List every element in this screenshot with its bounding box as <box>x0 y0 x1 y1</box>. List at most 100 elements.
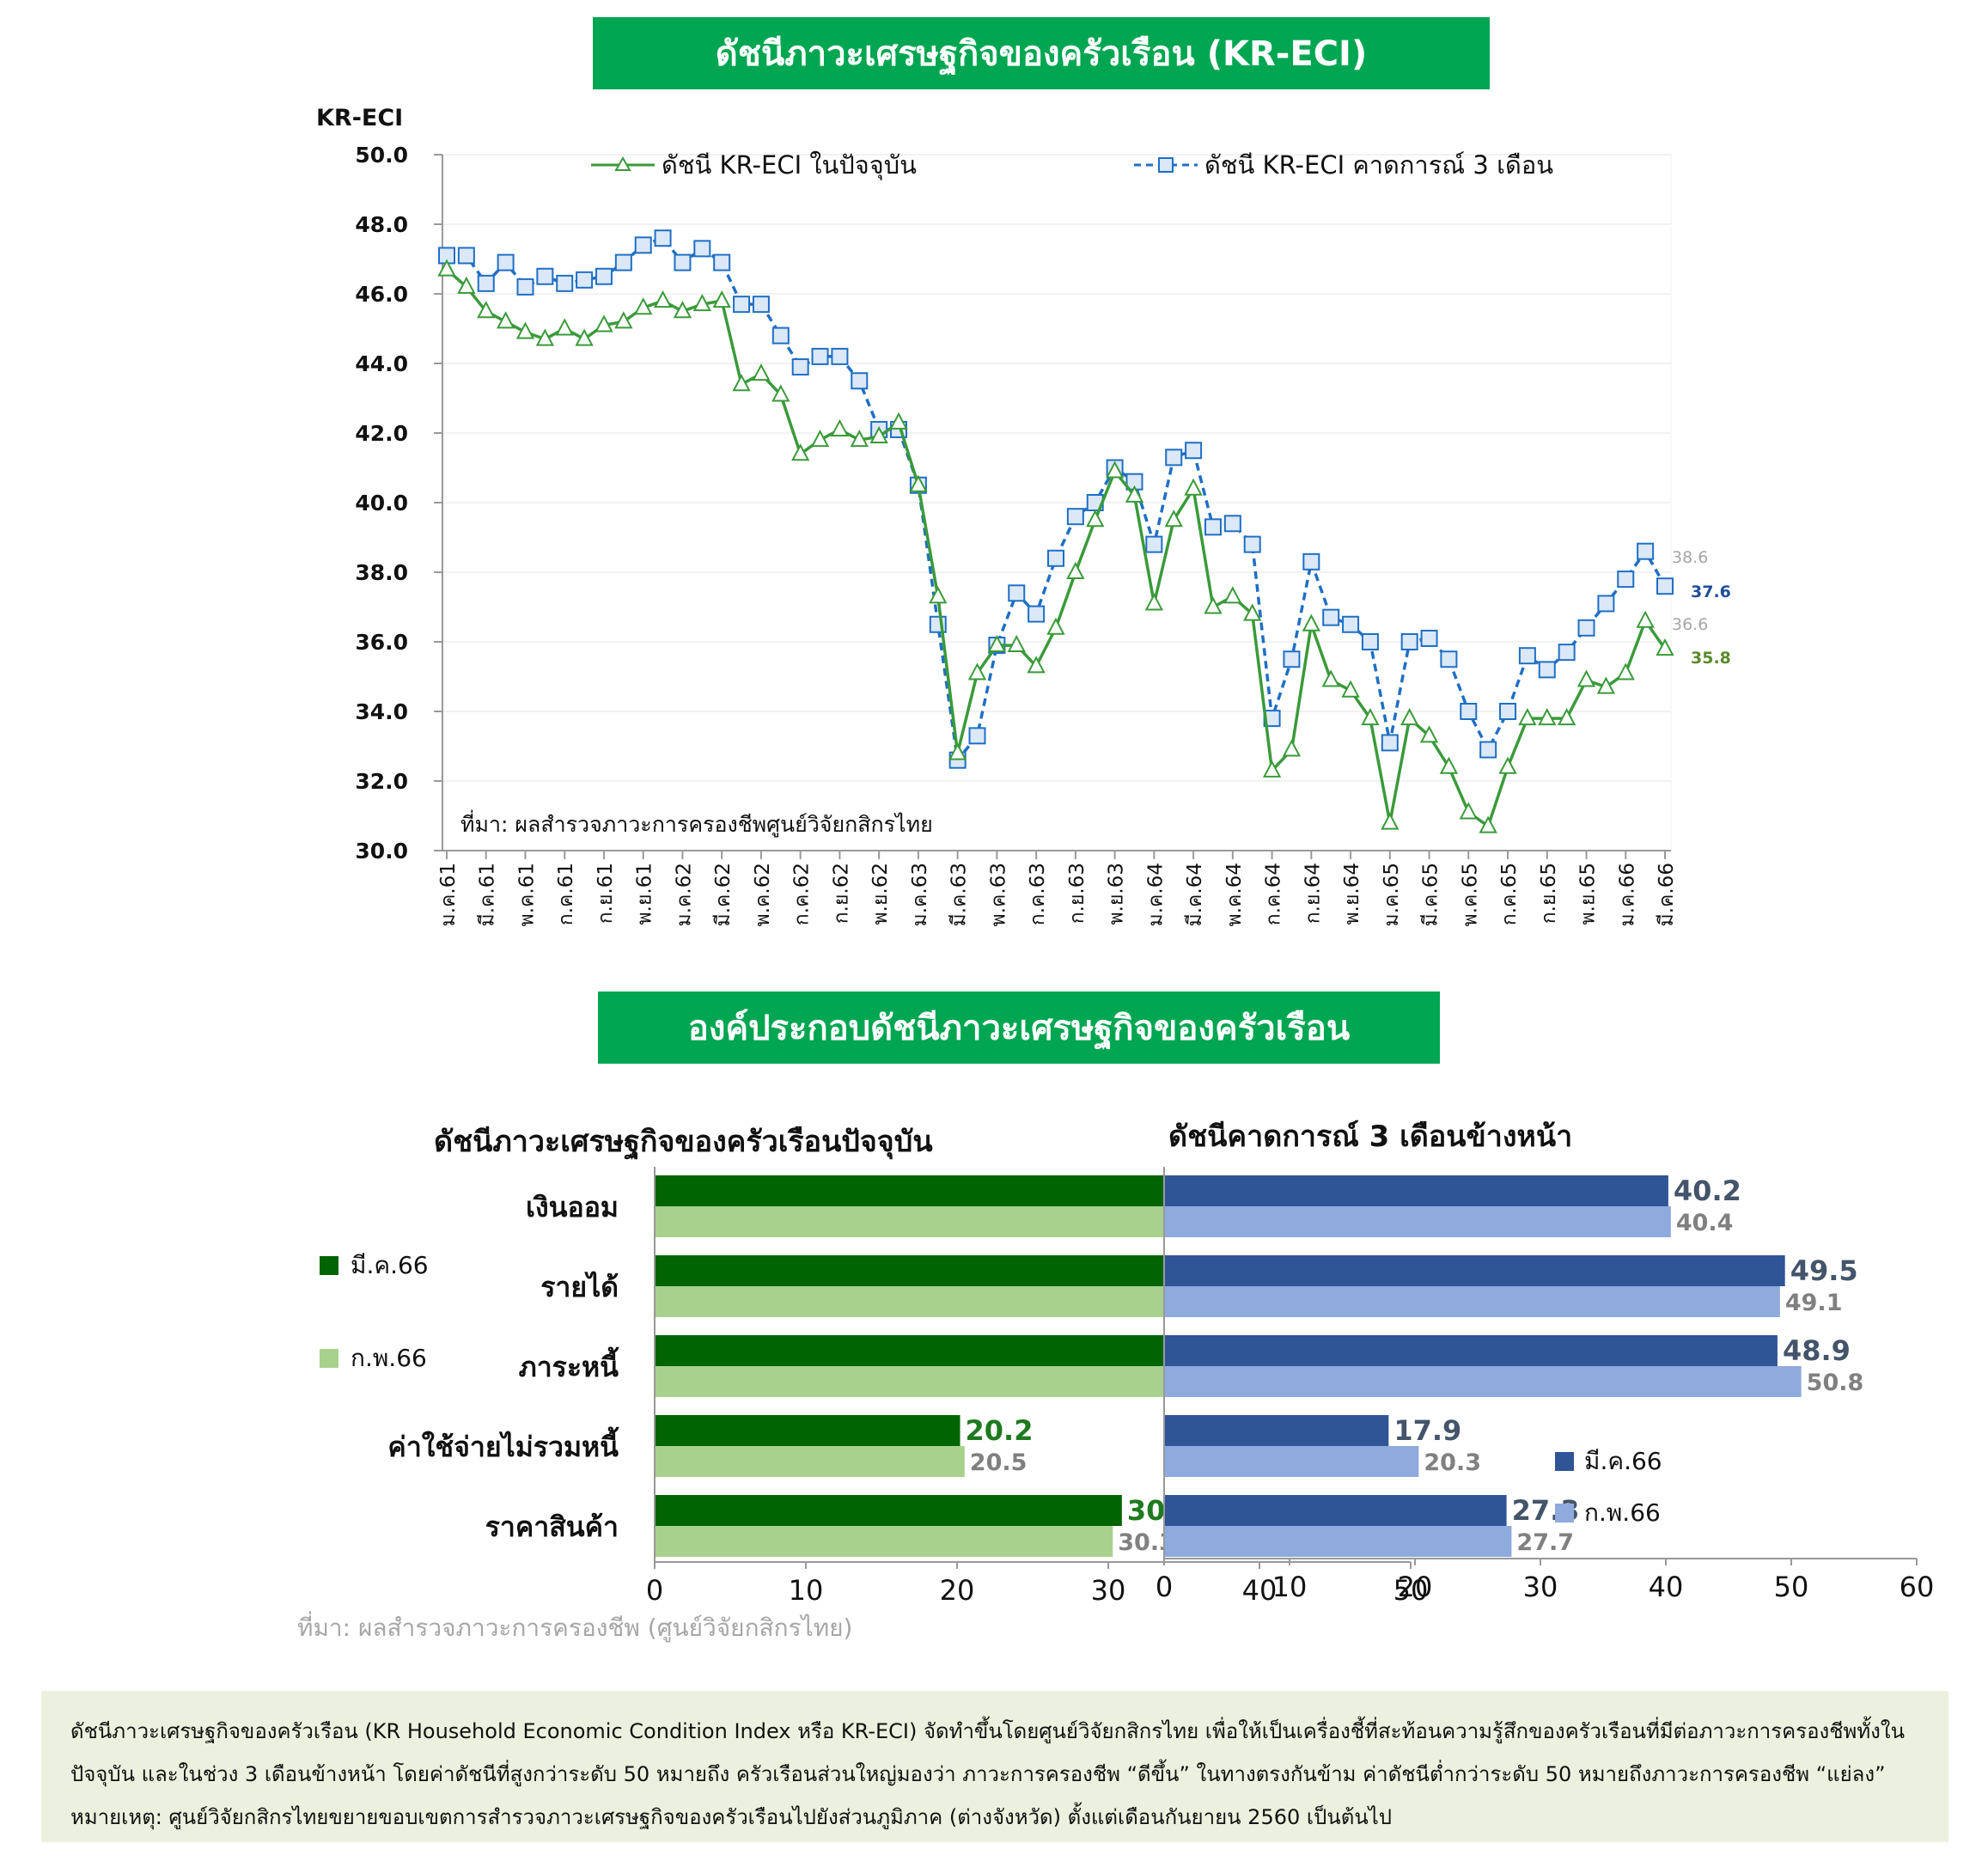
x-tick-label: มี.ค.61 <box>477 863 499 926</box>
current-point <box>791 443 810 461</box>
expect-point <box>1617 571 1635 589</box>
current-point <box>987 634 1007 653</box>
bar-feb66 <box>655 1446 965 1477</box>
expect-point <box>1518 647 1536 665</box>
x-tick-label: ม.ค.65 <box>1381 863 1403 926</box>
current-point <box>614 311 633 329</box>
bar-mar66 <box>1164 1175 1668 1206</box>
bar-value-label: 50.8 <box>1807 1370 1864 1396</box>
x-tick-label: มี.ค.66 <box>1656 863 1678 926</box>
footnote-line-3: หมายเหตุ: ศูนย์วิจัยกสิกรไทยขยายขอบเขตกา… <box>70 1805 1393 1829</box>
current-point <box>929 586 948 604</box>
bar-value-label: 27.7 <box>1516 1529 1574 1556</box>
current-point <box>732 374 751 392</box>
expect-point <box>614 253 632 272</box>
x-tick-label: มี.ค.64 <box>1184 863 1206 926</box>
line-chart: KR-ECI 50.0 48.0 46.0 44.0 42.0 40.0 38.0 36.0 3… <box>316 105 1731 926</box>
bar-tick-label: 20 <box>940 1574 975 1607</box>
x-tick-label: มี.ค.62 <box>712 863 735 926</box>
left-legend-swatch-feb <box>320 1349 338 1368</box>
bar-feb66 <box>1164 1446 1419 1477</box>
expect-point <box>1322 608 1340 626</box>
current-point <box>1439 756 1459 774</box>
x-tick-label: ก.ค.63 <box>1027 863 1049 925</box>
bar-mar66 <box>1164 1415 1389 1446</box>
expect-point <box>654 229 672 247</box>
current-point <box>909 474 928 492</box>
expect-point <box>1558 644 1576 662</box>
current-point <box>948 742 967 760</box>
expect-point <box>1637 542 1655 560</box>
expect-point <box>1185 442 1203 460</box>
bar-mar66 <box>655 1175 1192 1206</box>
expect-point <box>1047 549 1064 567</box>
current-point <box>1576 669 1596 687</box>
category-label: ราคาสินค้า <box>485 1510 619 1543</box>
bar-feb66 <box>655 1526 1113 1557</box>
current-point <box>634 297 653 315</box>
current-point <box>1479 815 1497 833</box>
expect-point <box>536 267 554 285</box>
expect-point <box>1460 703 1478 720</box>
bar-tick-label: 20 <box>1398 1571 1433 1603</box>
expect-point <box>851 372 869 390</box>
current-point <box>1086 510 1105 528</box>
expect-point <box>497 253 515 272</box>
current-point <box>1282 739 1302 757</box>
x-tick-label: ก.ย.64 <box>1302 863 1324 924</box>
current-point <box>1498 756 1517 774</box>
end-label-expect-last: 37.6 <box>1691 583 1731 601</box>
left-legend: มี.ค.66 ก.พ.66 <box>320 1251 429 1372</box>
x-tick-label: ม.ค.62 <box>673 863 695 926</box>
bar-value-label: 40.2 <box>1674 1175 1741 1207</box>
current-point <box>967 662 987 680</box>
bar-value-label: 20.2 <box>966 1414 1034 1447</box>
expect-point <box>1538 661 1556 679</box>
expect-point <box>968 727 986 745</box>
expect-point <box>1204 518 1222 536</box>
current-point <box>1557 707 1576 726</box>
bar-value-label: 49.1 <box>1785 1290 1843 1316</box>
expect-point <box>556 274 574 292</box>
current-point <box>830 418 850 436</box>
x-tick-label: พ.ค.65 <box>1459 863 1481 926</box>
current-point <box>752 363 771 381</box>
current-point <box>889 412 908 430</box>
y-tick-label: 46.0 <box>355 282 408 307</box>
current-point <box>515 321 535 339</box>
legend-expect: ดัชนี KR-ECI คาดการณ์ 3 เดือน <box>1204 150 1553 180</box>
x-tick-label: พ.ย.63 <box>1106 863 1128 925</box>
expect-point <box>1499 703 1517 720</box>
expect-point <box>831 347 849 365</box>
y-tick-label: 36.0 <box>355 630 408 655</box>
current-point <box>1223 586 1242 604</box>
current-point <box>692 294 711 312</box>
y-tick-label: 38.0 <box>355 560 408 585</box>
current-point <box>1144 593 1164 611</box>
expect-point <box>516 278 534 296</box>
current-point <box>1381 812 1400 830</box>
end-labels: 38.6 37.6 36.6 35.8 <box>1672 548 1731 668</box>
bar-tick-label: 50 <box>1774 1571 1809 1603</box>
expect-point <box>1008 584 1026 602</box>
current-point <box>771 384 790 402</box>
expect-point <box>457 247 475 265</box>
current-point <box>457 276 476 294</box>
x-tick-label: ม.ค.66 <box>1616 863 1638 926</box>
bar-value-label: 20.5 <box>970 1449 1028 1476</box>
expect-point <box>634 236 652 254</box>
y-tick-label: 32.0 <box>355 769 408 794</box>
current-point <box>712 290 731 308</box>
expect-point <box>1420 629 1438 647</box>
x-tick-label: ก.ค.62 <box>791 863 814 925</box>
bar-value-label: 17.9 <box>1393 1414 1461 1447</box>
right-legend-swatch-feb <box>1555 1504 1574 1522</box>
current-point <box>1046 617 1065 635</box>
components-banner: องค์ประกอบดัชนีภาวะเศรษฐกิจของครัวเรือน <box>598 992 1440 1064</box>
category-label: ภาระหนี้ <box>519 1346 619 1383</box>
bar-mar66 <box>1164 1495 1507 1526</box>
bar-source-note: ที่มา: ผลสำรวจภาวะการครองชีพ (ศูนย์วิจัย… <box>297 1611 852 1643</box>
bar-feb66 <box>1164 1286 1780 1317</box>
current-point <box>496 311 515 329</box>
category-label: เงินออม <box>526 1191 619 1223</box>
